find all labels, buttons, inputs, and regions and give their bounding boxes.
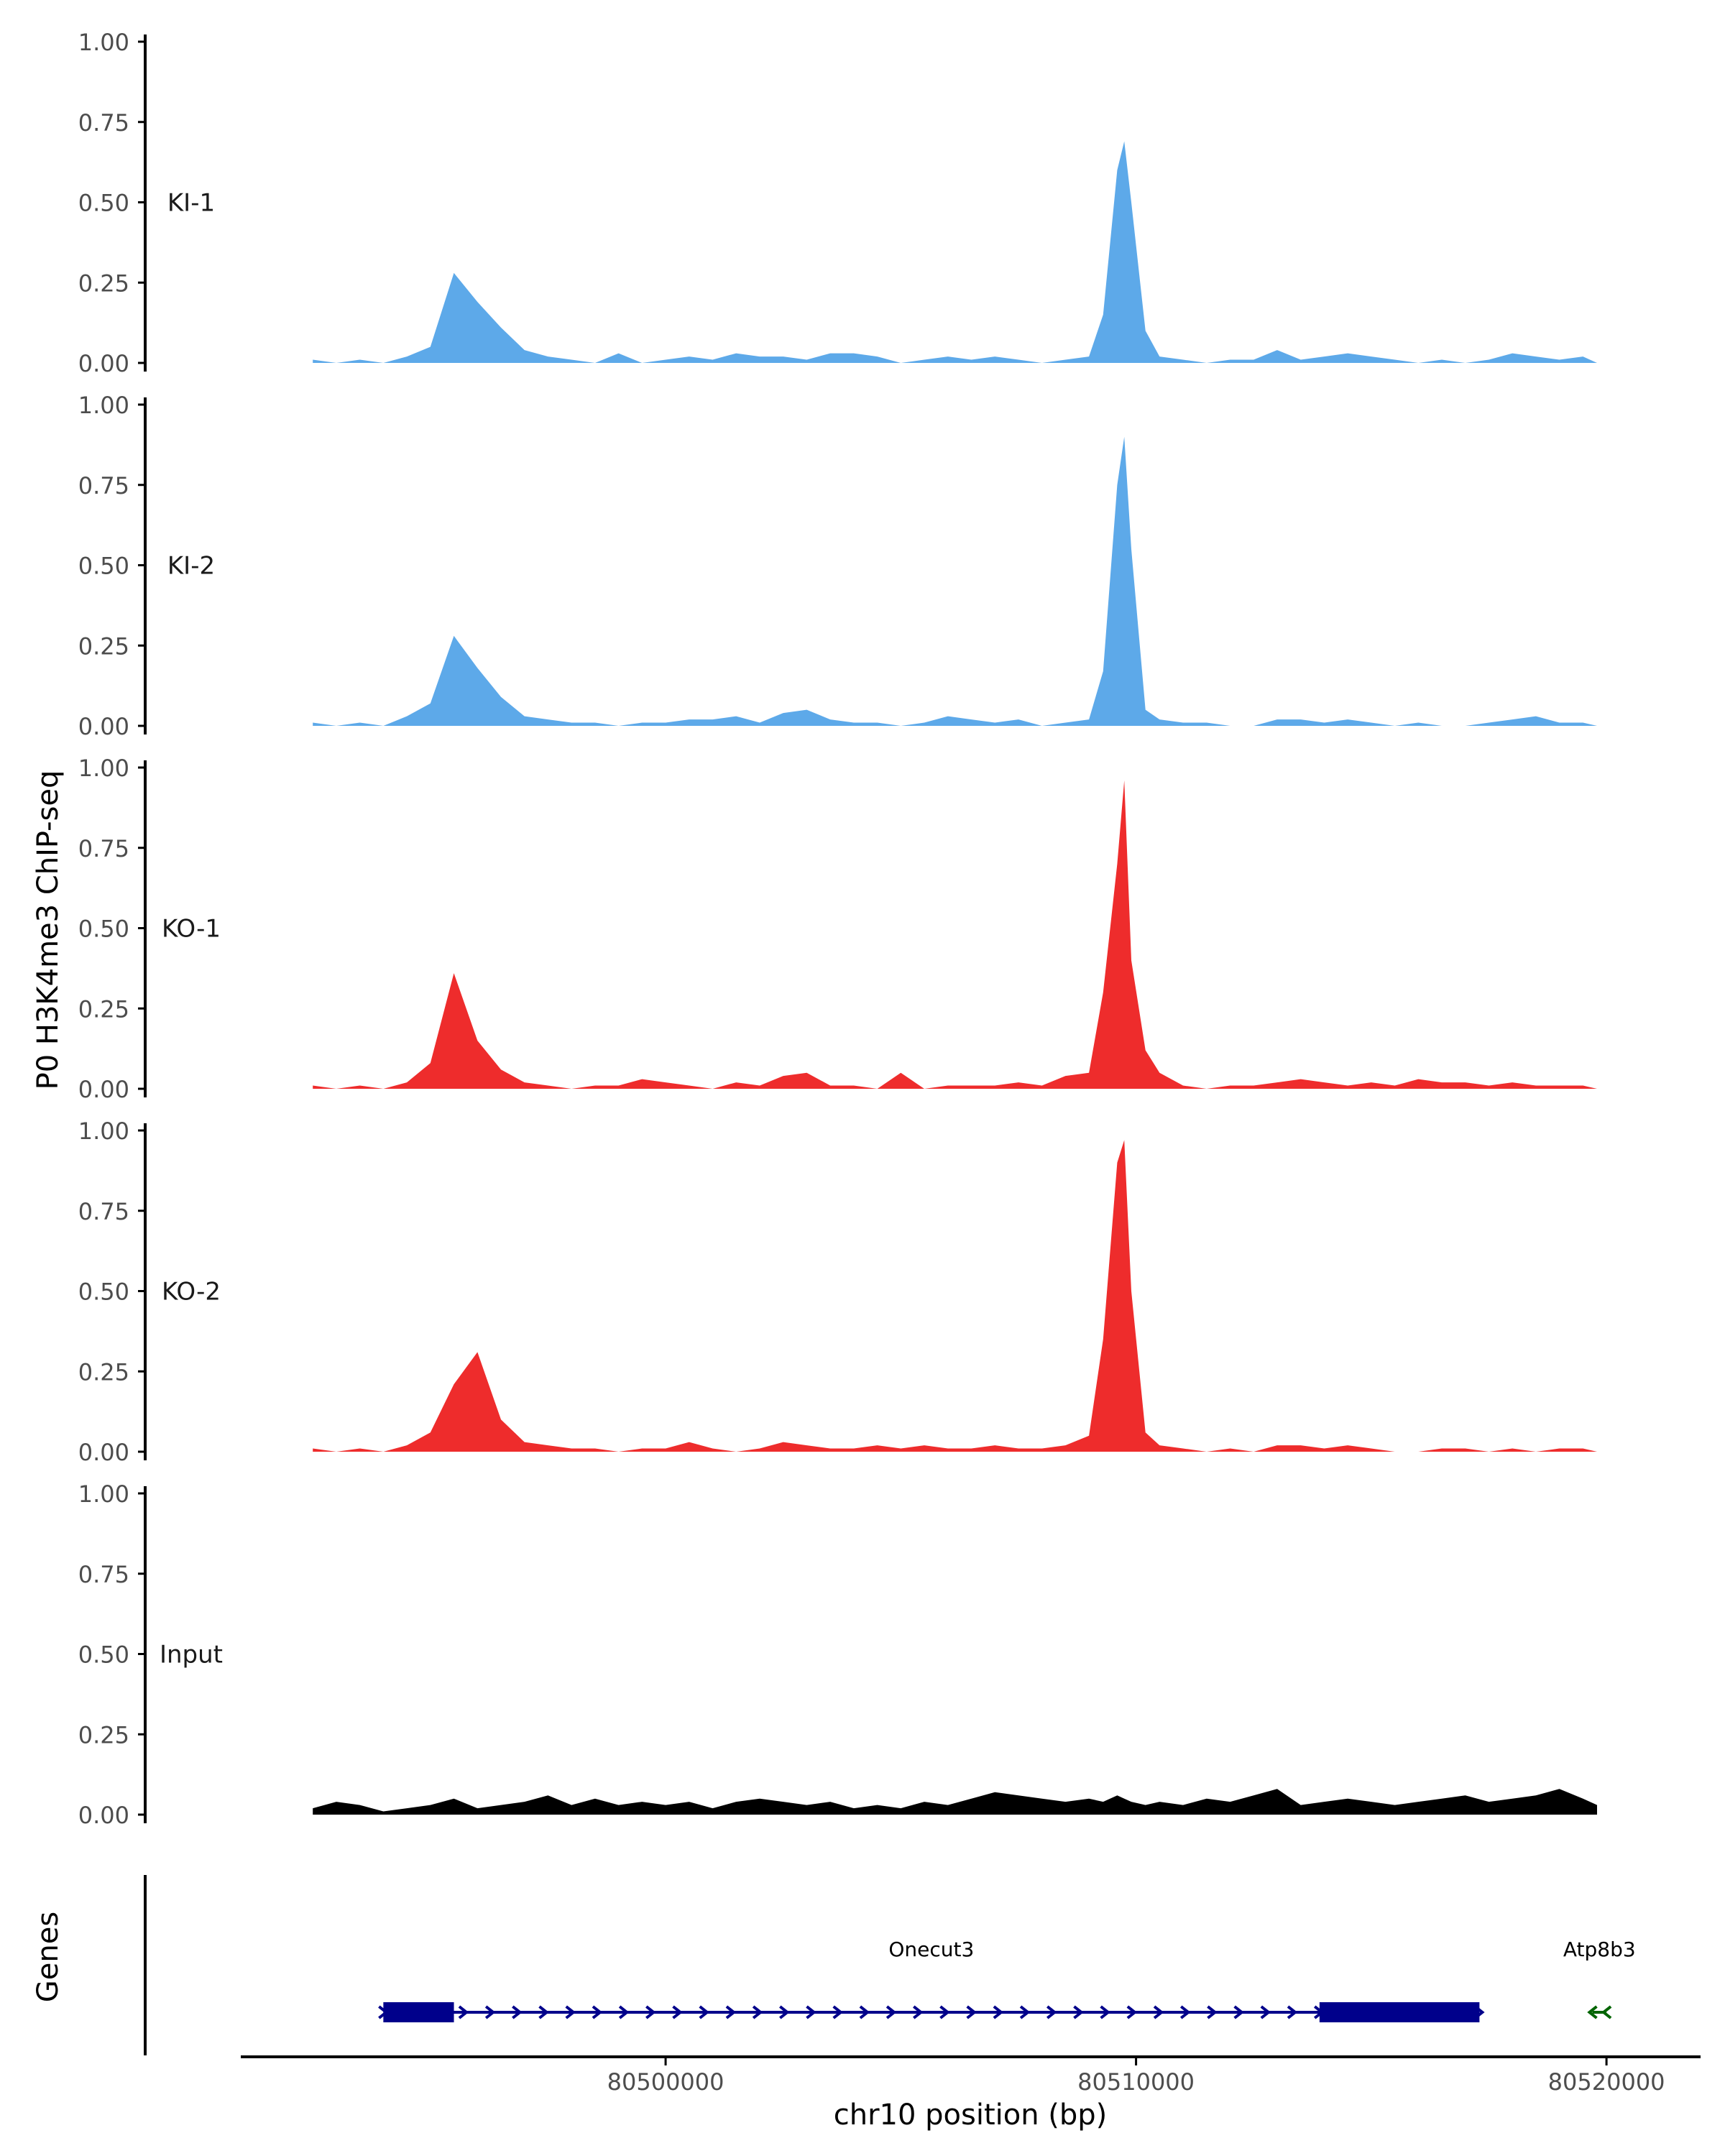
strand-arrow bbox=[565, 2005, 576, 2019]
y-tick-label: 0.75 bbox=[78, 472, 129, 499]
y-tick-label: 0.00 bbox=[78, 350, 129, 377]
signal-area-input bbox=[313, 1789, 1598, 1815]
strand-arrow bbox=[752, 2005, 763, 2019]
y-tick-label: 0.00 bbox=[78, 1076, 129, 1103]
strand-arrow bbox=[966, 2005, 977, 2019]
y-tick-label: 0.75 bbox=[78, 109, 129, 137]
y-tick-label: 0.75 bbox=[78, 835, 129, 862]
strand-arrow bbox=[1179, 2005, 1191, 2019]
y-tick-label: 1.00 bbox=[78, 755, 129, 782]
strand-arrow bbox=[538, 2005, 549, 2019]
gene-label: Onecut3 bbox=[888, 1938, 974, 1961]
genes-layer: Onecut3 Atp8b3 80500000 80510000 80520000 bbox=[144, 1875, 1701, 2096]
x-axis-title: chr10 position (bp) bbox=[834, 2099, 1108, 2132]
signal-area-ko-1 bbox=[313, 780, 1598, 1089]
strand-arrow bbox=[1073, 2005, 1084, 2019]
track-label: KI-1 bbox=[167, 189, 215, 218]
track-ko-1: 0.00 0.25 0.50 0.75 1.00 KO-1 bbox=[78, 755, 1598, 1103]
strand-arrow bbox=[832, 2005, 843, 2019]
strand-arrow bbox=[1126, 2005, 1138, 2019]
y-tick-label: 1.00 bbox=[78, 29, 129, 56]
strand-arrow bbox=[645, 2005, 656, 2019]
strand-arrow bbox=[699, 2005, 709, 2019]
strand-arrow bbox=[592, 2005, 603, 2019]
track-ko-2: 0.00 0.25 0.50 0.75 1.00 KO-2 bbox=[78, 1118, 1598, 1466]
y-tick-label: 0.25 bbox=[78, 270, 129, 297]
strand-arrow bbox=[1207, 2005, 1218, 2019]
strand-arrow bbox=[1046, 2005, 1057, 2019]
gene-atp8b3: Atp8b3 bbox=[1563, 1938, 1636, 2019]
strand-arrow bbox=[512, 2005, 523, 2019]
y-tick-label: 0.00 bbox=[78, 1439, 129, 1466]
strand-arrow bbox=[1587, 2005, 1598, 2019]
strand-arrow bbox=[484, 2005, 496, 2019]
y-tick-label: 1.00 bbox=[78, 392, 129, 419]
y-tick-label: 0.50 bbox=[78, 190, 129, 217]
strand-arrow bbox=[618, 2005, 630, 2019]
y-tick-label: 0.00 bbox=[78, 713, 129, 740]
x-axis: 80500000 80510000 80520000 bbox=[241, 2055, 1701, 2096]
strand-arrow bbox=[993, 2005, 1004, 2019]
signal-area-ki-1 bbox=[313, 141, 1598, 363]
gene-label: Atp8b3 bbox=[1563, 1938, 1636, 1961]
strand-arrow bbox=[886, 2005, 897, 2019]
gene-onecut3: Onecut3 bbox=[378, 1938, 1485, 2022]
strand-arrow bbox=[1153, 2005, 1164, 2019]
strand-arrow bbox=[1233, 2005, 1244, 2019]
y-tick-label: 0.75 bbox=[78, 1198, 129, 1225]
y-tick-label: 0.75 bbox=[78, 1561, 129, 1588]
signal-area-ko-2 bbox=[313, 1140, 1598, 1452]
signal-area-ki-2 bbox=[313, 436, 1598, 726]
strand-arrow bbox=[939, 2005, 950, 2019]
y-tick-label: 0.50 bbox=[78, 553, 129, 580]
strand-arrow bbox=[1100, 2005, 1110, 2019]
strand-arrow bbox=[1601, 2005, 1612, 2019]
y-tick-label: 0.25 bbox=[78, 1721, 129, 1749]
strand-arrow bbox=[779, 2005, 790, 2019]
strand-arrow bbox=[1287, 2005, 1298, 2019]
y-tick-label: 1.00 bbox=[78, 1480, 129, 1508]
strand-arrow bbox=[806, 2005, 816, 2019]
strand-arrow bbox=[913, 2005, 924, 2019]
x-tick-label: 80510000 bbox=[1077, 2068, 1195, 2096]
y-axis-title: P0 H3K4me3 ChIP-seq bbox=[32, 770, 65, 1090]
y-tick-label: 1.00 bbox=[78, 1118, 129, 1145]
track-label: Input bbox=[160, 1641, 223, 1669]
y-tick-label: 0.50 bbox=[78, 1279, 129, 1306]
genes-axis-title: Genes bbox=[32, 1912, 65, 2002]
strand-arrow bbox=[458, 2005, 469, 2019]
strand-arrow bbox=[725, 2005, 737, 2019]
x-tick-label: 80500000 bbox=[607, 2068, 724, 2096]
track-label: KO-1 bbox=[162, 915, 221, 944]
strand-arrow bbox=[672, 2005, 683, 2019]
track-label: KO-2 bbox=[162, 1278, 221, 1307]
y-tick-label: 0.25 bbox=[78, 995, 129, 1023]
y-tick-label: 0.50 bbox=[78, 1641, 129, 1669]
strand-arrow bbox=[1260, 2005, 1271, 2019]
track-input: 0.00 0.25 0.50 0.75 1.00 Input bbox=[78, 1480, 1598, 1829]
y-tick-label: 0.25 bbox=[78, 1358, 129, 1386]
strand-arrow bbox=[859, 2005, 870, 2019]
y-tick-label: 0.50 bbox=[78, 916, 129, 943]
x-tick-label: 80520000 bbox=[1548, 2068, 1665, 2096]
track-ki-2: 0.00 0.25 0.50 0.75 1.00 KI-2 bbox=[78, 392, 1598, 740]
track-label: KI-2 bbox=[167, 552, 215, 581]
strand-arrow bbox=[1019, 2005, 1031, 2019]
gene-exon bbox=[383, 2002, 454, 2022]
tracks-layer: 0.00 0.25 0.50 0.75 1.00 KI-1 0.00 0.25 0.50 0.75… bbox=[78, 29, 1598, 1829]
y-tick-label: 0.00 bbox=[78, 1802, 129, 1829]
gene-exon bbox=[1319, 2002, 1480, 2022]
y-tick-label: 0.25 bbox=[78, 632, 129, 660]
track-ki-1: 0.00 0.25 0.50 0.75 1.00 KI-1 bbox=[78, 29, 1598, 377]
